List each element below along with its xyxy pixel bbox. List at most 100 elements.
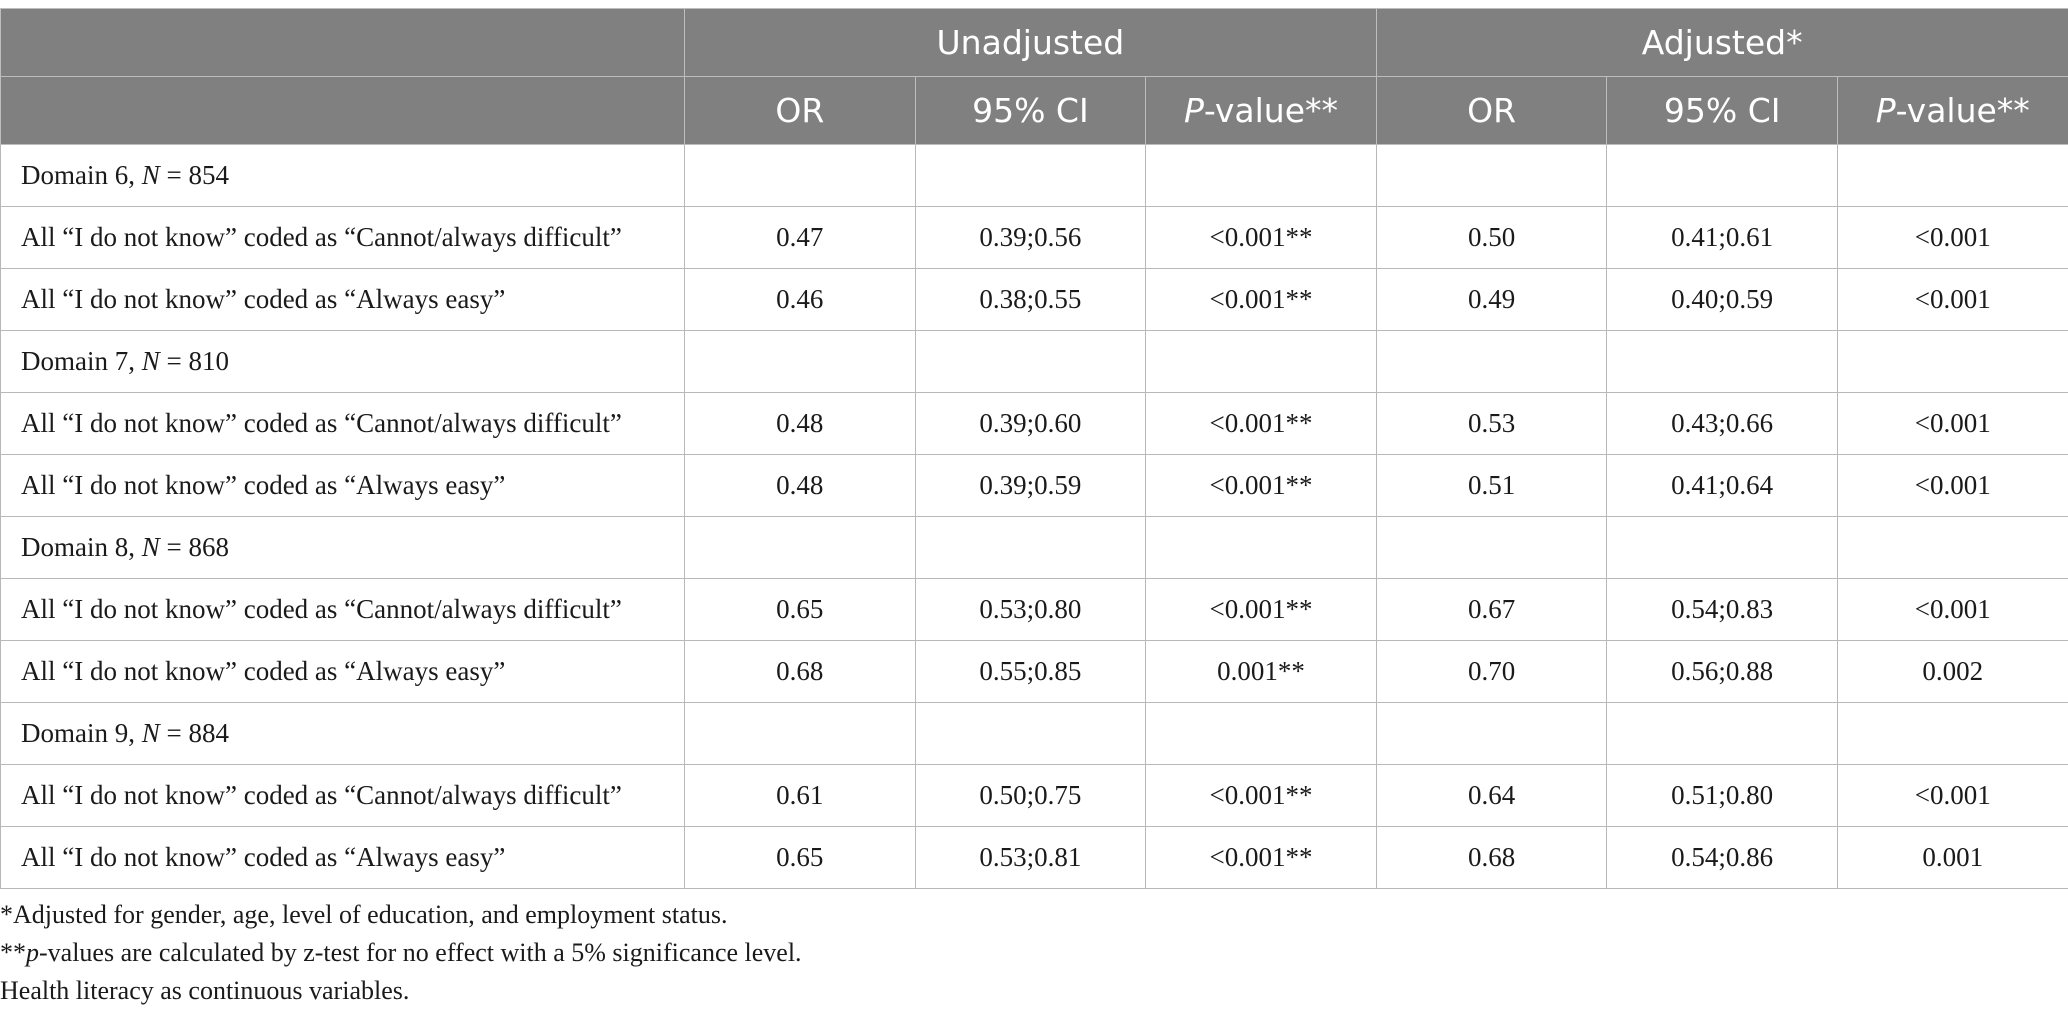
row-label-cell: All “I do not know” coded as “Always eas…	[0, 640, 685, 703]
header-corner-cell	[0, 76, 685, 145]
domain-row: Domain 6, N = 854	[0, 144, 2068, 207]
value-cell: 0.53;0.81	[914, 826, 1147, 889]
domain-n-value: = 884	[159, 718, 229, 748]
empty-cell	[1375, 516, 1608, 579]
row-label-cell: All “I do not know” coded as “Cannot/alw…	[0, 392, 685, 455]
row-label-cell: All “I do not know” coded as “Always eas…	[0, 268, 685, 331]
header-subcolumn: OR	[684, 76, 916, 145]
table-row: All “I do not know” coded as “Always eas…	[0, 268, 2068, 331]
value-cell: 0.50	[1375, 206, 1608, 269]
value-cell: <0.001	[1836, 392, 2068, 455]
row-label-cell: All “I do not know” coded as “Cannot/alw…	[0, 206, 685, 269]
row-label-cell: All “I do not know” coded as “Always eas…	[0, 826, 685, 889]
empty-cell	[1375, 330, 1608, 393]
empty-cell	[684, 330, 916, 393]
value-cell: 0.53;0.80	[914, 578, 1147, 641]
header-subcolumn-label: 95% CI	[972, 91, 1089, 130]
table-row: All “I do not know” coded as “Cannot/alw…	[0, 206, 2068, 269]
domain-n-value: = 868	[159, 532, 229, 562]
value-cell: 0.68	[1375, 826, 1608, 889]
empty-cell	[1606, 144, 1838, 207]
empty-cell	[1145, 702, 1377, 765]
empty-cell	[914, 516, 1147, 579]
value-cell: 0.51	[1375, 454, 1608, 517]
value-cell: <0.001**	[1145, 764, 1377, 827]
value-cell: 0.40;0.59	[1606, 268, 1838, 331]
empty-cell	[684, 144, 916, 207]
domain-n-label: N	[141, 346, 160, 376]
header-group-row: Unadjusted Adjusted*	[0, 8, 2068, 77]
value-cell: <0.001	[1836, 764, 2068, 827]
value-cell: <0.001	[1836, 578, 2068, 641]
domain-label-cell: Domain 7, N = 810	[0, 330, 685, 393]
domain-n-label: N	[141, 718, 160, 748]
value-cell: 0.51;0.80	[1606, 764, 1838, 827]
domain-n-value: = 810	[159, 346, 229, 376]
table-row: All “I do not know” coded as “Always eas…	[0, 454, 2068, 517]
domain-label-cell: Domain 6, N = 854	[0, 144, 685, 207]
domain-row: Domain 7, N = 810	[0, 330, 2068, 393]
header-subcolumn-label: -value**	[1895, 91, 2030, 130]
value-cell: 0.46	[684, 268, 916, 331]
value-cell: 0.50;0.75	[914, 764, 1147, 827]
value-cell: 0.39;0.59	[914, 454, 1147, 517]
value-cell: <0.001**	[1145, 392, 1377, 455]
empty-cell	[684, 516, 916, 579]
value-cell: 0.43;0.66	[1606, 392, 1838, 455]
value-cell: 0.54;0.83	[1606, 578, 1838, 641]
value-cell: <0.001	[1836, 454, 2068, 517]
value-cell: 0.68	[684, 640, 916, 703]
value-cell: 0.61	[684, 764, 916, 827]
table-body: Domain 6, N = 854 All “I do not know” cod…	[0, 144, 2068, 889]
domain-n-value: = 854	[159, 160, 229, 190]
value-cell: 0.70	[1375, 640, 1608, 703]
value-cell: 0.001	[1836, 826, 2068, 889]
table-row: All “I do not know” coded as “Cannot/alw…	[0, 392, 2068, 455]
empty-cell	[1836, 144, 2068, 207]
value-cell: 0.39;0.56	[914, 206, 1147, 269]
empty-cell	[1145, 516, 1377, 579]
header-subcolumn-italic: P	[1183, 91, 1204, 130]
row-label-cell: All “I do not know” coded as “Cannot/alw…	[0, 578, 685, 641]
empty-cell	[684, 702, 916, 765]
empty-cell	[914, 144, 1147, 207]
value-cell: 0.65	[684, 826, 916, 889]
empty-cell	[1836, 702, 2068, 765]
domain-label: Domain 7,	[21, 346, 142, 376]
value-cell: <0.001**	[1145, 454, 1377, 517]
domain-n-label: N	[141, 160, 160, 190]
domain-label-cell: Domain 8, N = 868	[0, 516, 685, 579]
domain-label: Domain 6,	[21, 160, 142, 190]
empty-cell	[1836, 330, 2068, 393]
value-cell: 0.55;0.85	[914, 640, 1147, 703]
domain-label-cell: Domain 9, N = 884	[0, 702, 685, 765]
footnote-health-literacy: Health literacy as continuous variables.	[0, 976, 410, 1005]
footnote-pvalues-italic: p	[26, 938, 39, 967]
value-cell: <0.001	[1836, 206, 2068, 269]
value-cell: 0.67	[1375, 578, 1608, 641]
header-subcolumn-italic: P	[1875, 91, 1896, 130]
header-subcolumn-label: -value**	[1203, 91, 1339, 130]
empty-cell	[914, 702, 1147, 765]
value-cell: 0.39;0.60	[914, 392, 1147, 455]
header-group-unadjusted: Unadjusted	[684, 8, 1377, 77]
value-cell: <0.001**	[1145, 268, 1377, 331]
value-cell: <0.001**	[1145, 578, 1377, 641]
header-subcolumn: P-value**	[1836, 76, 2068, 145]
empty-cell	[1375, 702, 1608, 765]
domain-label: Domain 9,	[21, 718, 142, 748]
header-corner-cell	[0, 8, 685, 77]
value-cell: 0.41;0.61	[1606, 206, 1838, 269]
empty-cell	[1606, 330, 1838, 393]
domain-row: Domain 9, N = 884	[0, 702, 2068, 765]
header-subcolumn-label: OR	[1467, 91, 1517, 130]
header-subcolumn-label: 95% CI	[1663, 91, 1781, 130]
value-cell: 0.47	[684, 206, 916, 269]
value-cell: 0.48	[684, 392, 916, 455]
value-cell: <0.001**	[1145, 206, 1377, 269]
value-cell: 0.002	[1836, 640, 2068, 703]
footnote-pvalues-prefix: **	[0, 938, 26, 967]
domain-n-label: N	[141, 532, 160, 562]
value-cell: 0.48	[684, 454, 916, 517]
results-table: Unadjusted Adjusted* OR 95% CI P-value** OR…	[0, 8, 2068, 889]
